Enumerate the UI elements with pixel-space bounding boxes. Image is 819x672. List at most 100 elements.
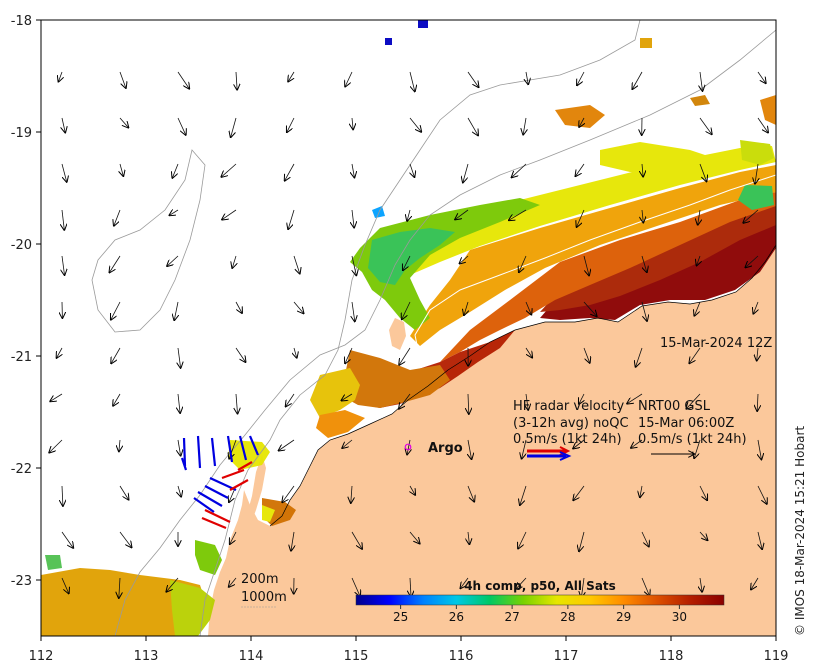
model-arrow-139	[579, 531, 585, 551]
model-arrow-86	[525, 347, 532, 358]
model-arrow-143	[61, 577, 69, 593]
model-arrow-87	[583, 347, 590, 363]
model-arrow-58	[403, 255, 411, 270]
hf-arrow-red-14	[201, 516, 227, 530]
land-mainland	[208, 245, 776, 636]
sst-colorbar: 4h comp, p50, All Sats 25 26 27 28 29 30	[355, 579, 725, 624]
model-arrow-50	[698, 209, 700, 225]
model-arrow-5	[345, 71, 353, 87]
model-arrow-7	[467, 71, 479, 87]
hf-arrow-blue-3	[226, 435, 234, 463]
model-arrow-16	[231, 117, 237, 137]
model-arrow-60	[519, 255, 527, 272]
model-arrow-126	[573, 485, 585, 500]
model-arrow-97	[399, 393, 411, 409]
model-arrow-90	[757, 347, 758, 361]
model-arrow-153	[641, 577, 649, 596]
land-peninsula	[246, 455, 266, 526]
colorbar-tick-label-4: 29	[616, 610, 631, 624]
model-arrow-46	[455, 209, 469, 219]
hf-arrow-blue-6	[204, 485, 229, 499]
hf-arrow-red-11	[221, 468, 245, 480]
model-arrow-47	[509, 209, 527, 220]
model-arrow-1	[119, 71, 126, 88]
hf-radar-arrows	[180, 435, 260, 530]
model-arrow-67	[174, 301, 178, 320]
hf-arrow-blue-5	[248, 435, 260, 456]
hf-legend-subtitle: (3-12h avg) noQC	[513, 416, 629, 431]
model-arrow-26	[61, 163, 67, 182]
model-arrow-36	[642, 163, 643, 177]
model-arrow-122	[351, 485, 352, 503]
latitude-axis: -18 -19 -20 -21 -22 -23	[11, 14, 41, 589]
hf-arrow-red-15	[237, 461, 253, 471]
model-arrow-127	[640, 485, 642, 497]
hf-arrow-blue-0	[182, 437, 187, 467]
model-current-arrows	[49, 71, 768, 598]
colorbar-gradient	[355, 594, 725, 606]
colorbar-tick-label-5: 30	[672, 610, 687, 624]
nrt-legend-date: 15-Mar 06:00Z	[638, 416, 734, 431]
model-arrow-76	[694, 301, 701, 316]
model-arrow-73	[525, 301, 531, 315]
model-arrow-19	[409, 117, 421, 132]
plot-frame	[40, 19, 777, 637]
model-arrow-152	[581, 577, 584, 597]
model-arrow-118	[119, 485, 129, 500]
model-arrow-45	[407, 209, 410, 221]
model-arrow-105	[119, 439, 120, 451]
model-arrow-136	[409, 531, 420, 544]
model-arrow-30	[285, 163, 295, 181]
lat-tick-label-2: -20	[11, 238, 32, 253]
model-arrow-110	[407, 439, 410, 454]
model-arrow-83	[345, 347, 353, 363]
model-arrow-101	[627, 393, 643, 404]
model-arrow-117	[62, 485, 63, 506]
model-arrow-6	[409, 71, 415, 91]
model-arrow-13	[62, 117, 65, 132]
model-arrow-42	[222, 209, 237, 220]
hf-arrow-blue-4	[238, 435, 248, 461]
model-arrow-142	[758, 531, 762, 549]
model-arrow-10	[632, 71, 643, 89]
model-arrow-145	[166, 577, 179, 592]
model-arrow-138	[518, 531, 527, 549]
model-arrow-2	[177, 71, 189, 89]
model-arrow-68	[235, 301, 242, 313]
model-arrow-57	[352, 255, 356, 275]
model-arrow-111	[468, 439, 472, 459]
model-arrow-40	[114, 209, 121, 226]
model-arrow-28	[172, 163, 179, 178]
model-arrow-41	[170, 210, 179, 215]
lon-tick-label-6: 118	[659, 649, 684, 664]
model-arrow-51	[743, 209, 759, 223]
model-arrow-91	[50, 393, 63, 401]
model-arrow-12	[757, 71, 766, 83]
colorbar-tick-label-1: 26	[449, 610, 464, 624]
colorbar-ticks: 25 26 27 28 29 30	[393, 605, 687, 624]
model-arrow-77	[753, 301, 758, 314]
model-arrow-80	[178, 347, 181, 368]
model-arrow-64	[746, 255, 759, 267]
lon-tick-label-2: 114	[239, 649, 264, 664]
model-arrow-56	[293, 255, 300, 274]
model-arrow-106	[178, 439, 181, 456]
model-arrow-27	[120, 163, 123, 176]
model-arrow-74	[583, 301, 597, 316]
model-arrow-119	[178, 485, 181, 497]
hf-arrow-blue-7	[197, 491, 223, 507]
model-arrow-108	[279, 439, 295, 451]
model-arrow-102	[686, 393, 701, 409]
model-arrow-104	[49, 439, 63, 453]
model-arrow-54	[167, 255, 179, 266]
model-arrow-144	[119, 577, 120, 598]
model-arrow-43	[288, 209, 295, 229]
colorbar-tick-label-0: 25	[393, 610, 408, 624]
model-arrow-14	[119, 117, 128, 128]
colorbar-title: 4h comp, p50, All Sats	[464, 579, 616, 593]
isobath-label-1000m: 1000m	[241, 590, 287, 605]
lat-tick-label-0: -18	[11, 14, 32, 29]
model-arrow-32	[410, 163, 414, 177]
map-date-label: 15-Mar-2024 12Z	[660, 336, 772, 351]
